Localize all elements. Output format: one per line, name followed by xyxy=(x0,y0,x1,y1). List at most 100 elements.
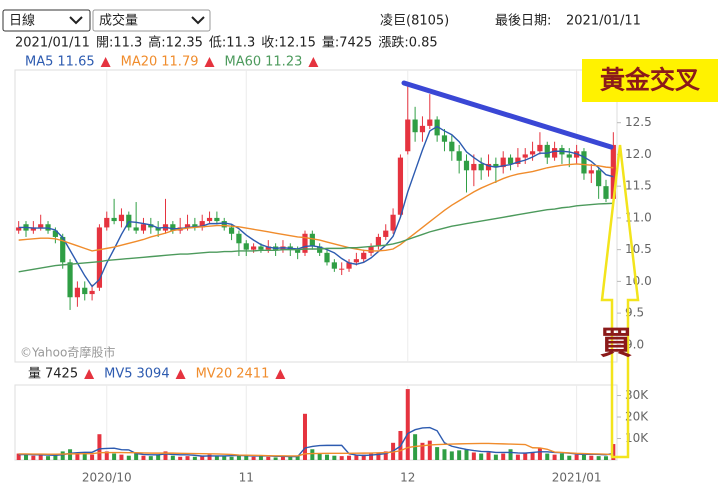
price-legend: MA5 11.65 MA20 11.79 MA60 11.23 xyxy=(25,55,319,70)
volume-panel xyxy=(14,384,618,461)
candle-body xyxy=(52,230,58,237)
volume-bar xyxy=(31,455,36,460)
info-label: 漲跌: xyxy=(378,35,408,51)
info-label: 量: xyxy=(322,36,339,51)
info-label: 收: xyxy=(261,36,278,51)
volume-bar xyxy=(68,449,73,460)
volume-bar xyxy=(46,456,51,460)
y-tick-label: 12.5 xyxy=(625,115,652,129)
volume-bar xyxy=(339,456,344,460)
volume-bar xyxy=(508,449,513,460)
select-box[interactable] xyxy=(2,9,91,32)
x-tick-label: 2020/10 xyxy=(82,471,132,485)
candle-body xyxy=(89,290,95,295)
candle-body xyxy=(16,227,22,231)
indicator-select[interactable]: 成交量 xyxy=(92,9,211,32)
info-value: 12.15 xyxy=(279,36,316,51)
y-tick-label: 10.0 xyxy=(625,274,652,288)
candle-body xyxy=(610,144,616,199)
candle-body xyxy=(375,236,382,247)
select-box[interactable] xyxy=(92,9,211,32)
volume-bar xyxy=(471,452,476,460)
volume-bar xyxy=(53,454,58,460)
volume-bar xyxy=(376,452,381,460)
volume-bar xyxy=(75,452,80,460)
y-tick-label: 30K xyxy=(625,388,649,402)
candle-body xyxy=(133,227,139,231)
ma-line xyxy=(18,125,614,288)
candle-body xyxy=(544,144,550,158)
chevron xyxy=(69,16,83,25)
candle-body xyxy=(588,170,594,174)
y-tick-label: 20K xyxy=(625,410,649,424)
candle-body xyxy=(390,214,396,231)
candle-body xyxy=(353,259,359,263)
volume-bar xyxy=(200,455,205,460)
ma-line xyxy=(18,163,614,252)
watermark: ©Yahoo奇摩股市 xyxy=(20,345,115,360)
volume-bar xyxy=(126,455,131,460)
volume-bar xyxy=(178,456,183,460)
volume-bar xyxy=(405,389,410,460)
candle-body xyxy=(74,287,81,298)
candle-body xyxy=(265,246,271,250)
up-marker xyxy=(308,57,319,67)
candle-body xyxy=(199,221,205,228)
volume-bar xyxy=(295,455,300,460)
last-date: 2021/01/11 xyxy=(566,14,641,29)
info-value: 11.3 xyxy=(226,36,255,51)
legend-name: MA60 xyxy=(224,55,261,70)
legend-value: 3094 xyxy=(137,367,170,382)
legend-name: MA20 xyxy=(121,55,158,70)
volume-bar xyxy=(192,456,197,460)
candle-body xyxy=(507,157,514,164)
x-tick-label: 11 xyxy=(239,471,254,485)
y-tick-label: 9.5 xyxy=(625,306,644,320)
volume-bar xyxy=(567,455,572,460)
candle-body xyxy=(493,163,499,168)
y-tick-label: 11.0 xyxy=(625,210,652,224)
volume-bar xyxy=(369,453,374,460)
candle-body xyxy=(434,119,440,136)
candle-body xyxy=(236,233,242,244)
volume-bar xyxy=(236,454,241,460)
ma-line xyxy=(18,426,614,458)
y-tick-label: 10.5 xyxy=(625,242,652,256)
volume-bar xyxy=(148,456,153,460)
candle-body xyxy=(118,214,125,222)
volume-bar xyxy=(134,452,139,460)
candle-body xyxy=(449,141,455,152)
candle-body xyxy=(471,163,477,171)
volume-bar xyxy=(119,454,124,460)
x-tick-label: 12 xyxy=(400,471,415,485)
period[interactable]: 日線 xyxy=(9,13,35,29)
candle-body xyxy=(346,262,352,269)
candle-body xyxy=(515,157,521,164)
candle-body xyxy=(67,262,73,298)
candle-body xyxy=(243,243,249,250)
info-value: 11.3 xyxy=(113,36,142,51)
candle-body xyxy=(419,125,426,133)
volume-bar xyxy=(244,455,249,460)
volume-bar xyxy=(354,455,359,460)
candle-body xyxy=(478,163,484,171)
candle-body xyxy=(529,151,536,155)
indicator[interactable]: 成交量 xyxy=(99,13,138,29)
info-label: 高: xyxy=(148,35,165,51)
period-select[interactable]: 日線 xyxy=(2,9,91,32)
volume-bar xyxy=(589,455,594,460)
y-tick-label: 9.0 xyxy=(625,337,644,351)
candle-body xyxy=(148,224,154,228)
volume-bar xyxy=(383,451,388,460)
volume-bar xyxy=(325,454,330,460)
volume-bar xyxy=(163,451,168,460)
volume-bar xyxy=(361,454,366,460)
candle-body xyxy=(170,224,176,231)
candle-body xyxy=(522,154,528,158)
legend-value: 7425 xyxy=(45,367,78,382)
legend-name: MV20 xyxy=(196,367,233,382)
candle-body xyxy=(96,227,103,288)
volume-bar xyxy=(185,456,190,460)
candle-body xyxy=(30,227,36,231)
volume-legend: 量 7425 MV5 3094 MV20 2411 xyxy=(28,367,286,382)
